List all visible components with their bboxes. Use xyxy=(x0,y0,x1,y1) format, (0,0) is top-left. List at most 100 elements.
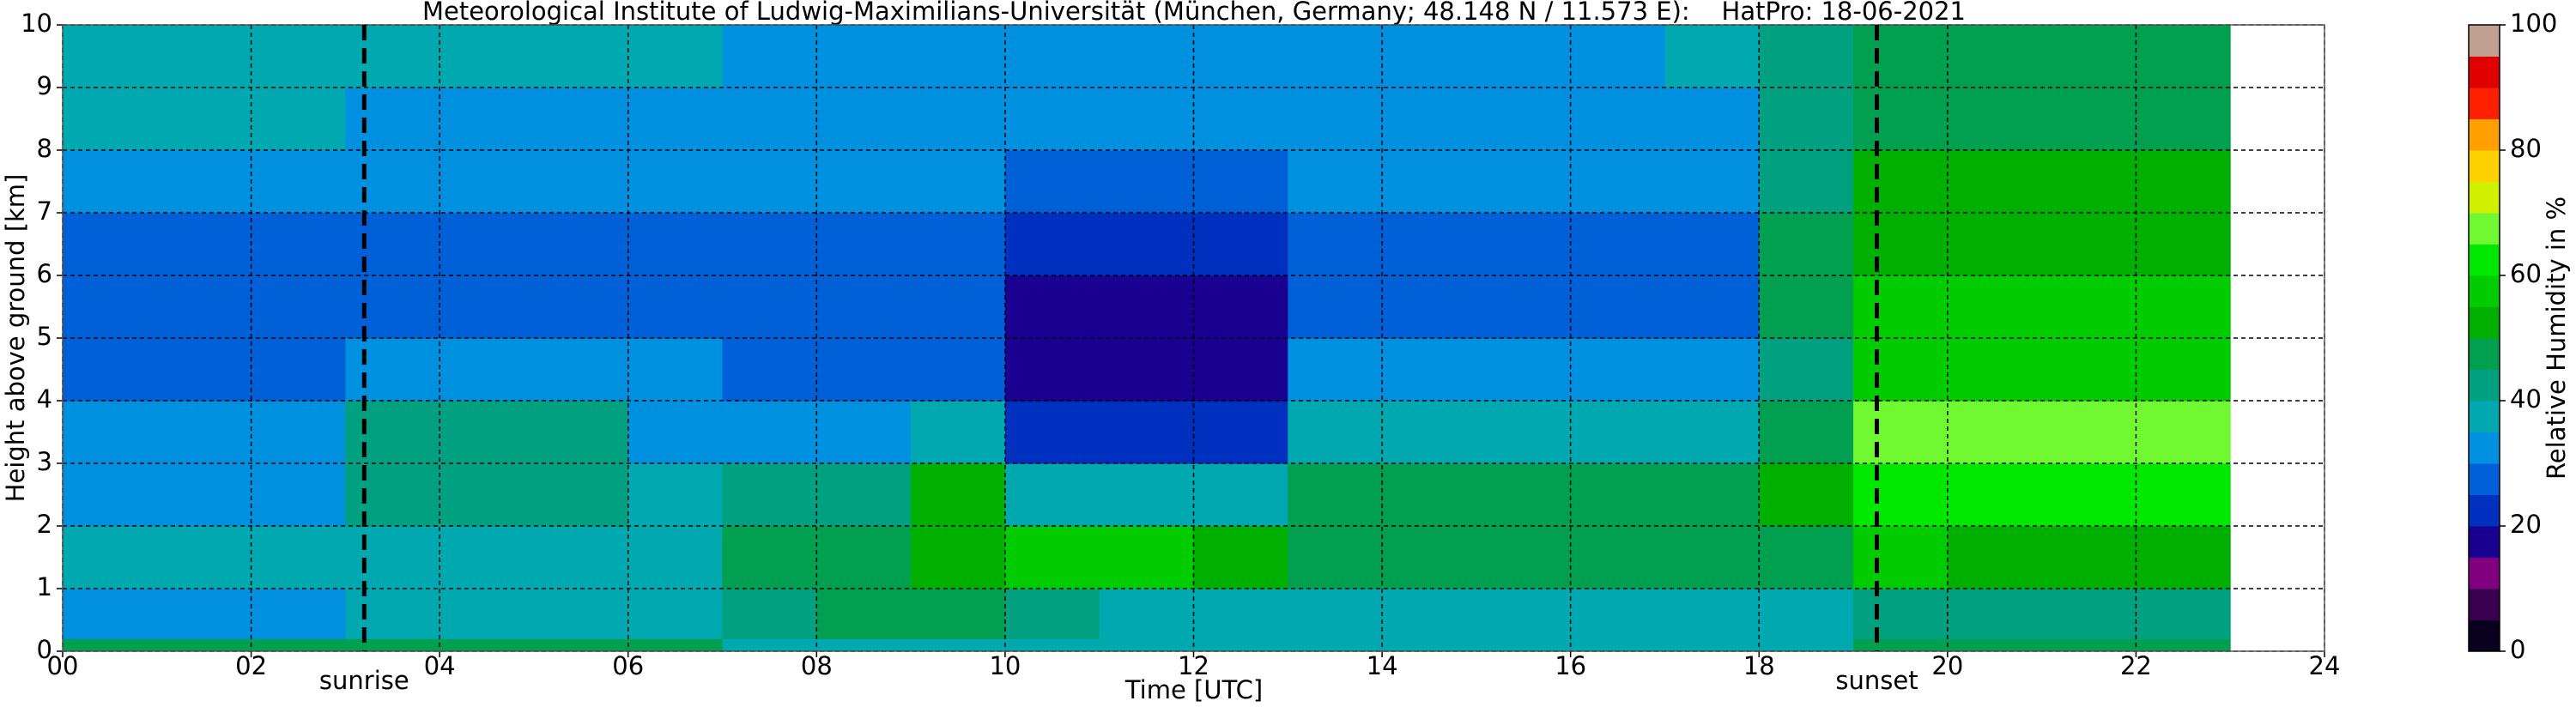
heatmap-cell xyxy=(1476,589,1572,639)
heatmap-cell xyxy=(2041,88,2137,151)
heatmap-cell xyxy=(722,88,817,151)
heatmap-cell xyxy=(156,401,252,464)
heatmap-cell xyxy=(156,88,252,151)
x-tick-label: 08 xyxy=(801,651,833,680)
heatmap-cell xyxy=(722,150,817,214)
heatmap-cell xyxy=(1476,213,1572,276)
x-tick-label: 18 xyxy=(1743,651,1775,680)
heatmap-cell xyxy=(722,526,817,589)
heatmap-cell xyxy=(816,88,912,151)
heatmap-cell xyxy=(1099,150,1194,214)
y-tick-label: 0 xyxy=(37,635,52,664)
heatmap-cell xyxy=(1759,25,1854,88)
heatmap-cell xyxy=(1382,275,1477,339)
heatmap-cell xyxy=(1099,25,1194,88)
heatmap-cell xyxy=(156,25,252,88)
heatmap-cell xyxy=(251,589,346,639)
heatmap-cell xyxy=(533,463,629,527)
heatmap-cell xyxy=(439,338,535,402)
heatmap-cell xyxy=(1193,463,1288,527)
heatmap-cell xyxy=(533,401,629,464)
heatmap-cell xyxy=(722,275,817,339)
heatmap-cell xyxy=(816,275,912,339)
heatmap-cell xyxy=(1193,275,1288,339)
heatmap-cell xyxy=(1099,338,1194,402)
heatmap-cell xyxy=(1288,338,1383,402)
heatmap-cell xyxy=(722,213,817,276)
heatmap-cell xyxy=(2041,213,2137,276)
heatmap-cell xyxy=(2136,463,2231,527)
heatmap-cell xyxy=(251,150,346,214)
heatmap-cell xyxy=(911,150,1006,214)
heatmap-cell xyxy=(1664,213,1760,276)
heatmap-cell xyxy=(1476,150,1572,214)
colorbar-swatch xyxy=(2469,150,2500,182)
heatmap-cell xyxy=(63,589,158,639)
heatmap-cell xyxy=(2136,275,2231,339)
heatmap xyxy=(63,25,2231,652)
heatmap-cell xyxy=(1004,526,1100,589)
heatmap-cell xyxy=(439,463,535,527)
heatmap-cell xyxy=(1004,275,1100,339)
heatmap-cell xyxy=(911,275,1006,339)
x-tick-label: 12 xyxy=(1178,651,1209,680)
heatmap-cell xyxy=(1853,25,1949,88)
y-tick-label: 2 xyxy=(37,510,52,539)
x-tick-label: 24 xyxy=(2309,651,2341,680)
plot-frame xyxy=(62,24,2325,652)
heatmap-cell xyxy=(1288,463,1383,527)
heatmap-cell xyxy=(533,638,629,652)
heatmap-cell xyxy=(1288,638,1383,652)
heatmap-cell xyxy=(1099,275,1194,339)
heatmap-cell xyxy=(156,338,252,402)
heatmap-cell xyxy=(1382,25,1477,88)
heatmap-cell xyxy=(439,275,535,339)
heatmap-cell xyxy=(1004,88,1100,151)
heatmap-cell xyxy=(1947,638,2043,652)
event-label: sunset xyxy=(1835,666,1918,695)
heatmap-cell xyxy=(63,338,158,402)
heatmap-cell xyxy=(533,526,629,589)
event-label: sunrise xyxy=(319,666,409,695)
heatmap-cell xyxy=(1476,463,1572,527)
heatmap-cell xyxy=(1004,401,1100,464)
heatmap-cell xyxy=(911,338,1006,402)
heatmap-cell xyxy=(1382,338,1477,402)
heatmap-cell xyxy=(156,150,252,214)
heatmap-cell xyxy=(251,213,346,276)
colorbar-swatch xyxy=(2469,432,2500,464)
heatmap-cell xyxy=(911,638,1006,652)
heatmap-cell xyxy=(156,275,252,339)
heatmap-cell xyxy=(345,275,440,339)
heatmap-cell xyxy=(1759,213,1854,276)
heatmap-cell xyxy=(1476,338,1572,402)
heatmap-cell xyxy=(2136,526,2231,589)
heatmap-cell xyxy=(1570,589,1665,639)
heatmap-cell xyxy=(63,150,158,214)
heatmap-cell xyxy=(1853,275,1949,339)
heatmap-cell xyxy=(2041,638,2137,652)
colorbar-swatch xyxy=(2469,244,2500,276)
y-tick-label: 9 xyxy=(37,71,52,100)
heatmap-cell xyxy=(1288,275,1383,339)
heatmap-cell xyxy=(1664,88,1760,151)
heatmap-cell xyxy=(722,638,817,652)
heatmap-cell xyxy=(156,213,252,276)
heatmap-cell xyxy=(627,589,724,639)
heatmap-cell xyxy=(345,401,440,464)
colorbar-swatch xyxy=(2469,401,2500,432)
heatmap-cell xyxy=(1947,401,2043,464)
heatmap-cell xyxy=(1099,589,1194,639)
heatmap-cell xyxy=(1947,25,2043,88)
heatmap-cell xyxy=(1853,638,1949,652)
heatmap-cell xyxy=(816,526,912,589)
heatmap-cell xyxy=(1288,150,1383,214)
heatmap-cell xyxy=(816,150,912,214)
heatmap-cell xyxy=(2041,463,2137,527)
heatmap-cell xyxy=(1476,25,1572,88)
heatmap-cell xyxy=(1288,589,1383,639)
heatmap-cell xyxy=(2136,88,2231,151)
heatmap-cell xyxy=(1759,275,1854,339)
y-tick-label: 6 xyxy=(37,259,52,288)
heatmap-cell xyxy=(439,25,535,88)
